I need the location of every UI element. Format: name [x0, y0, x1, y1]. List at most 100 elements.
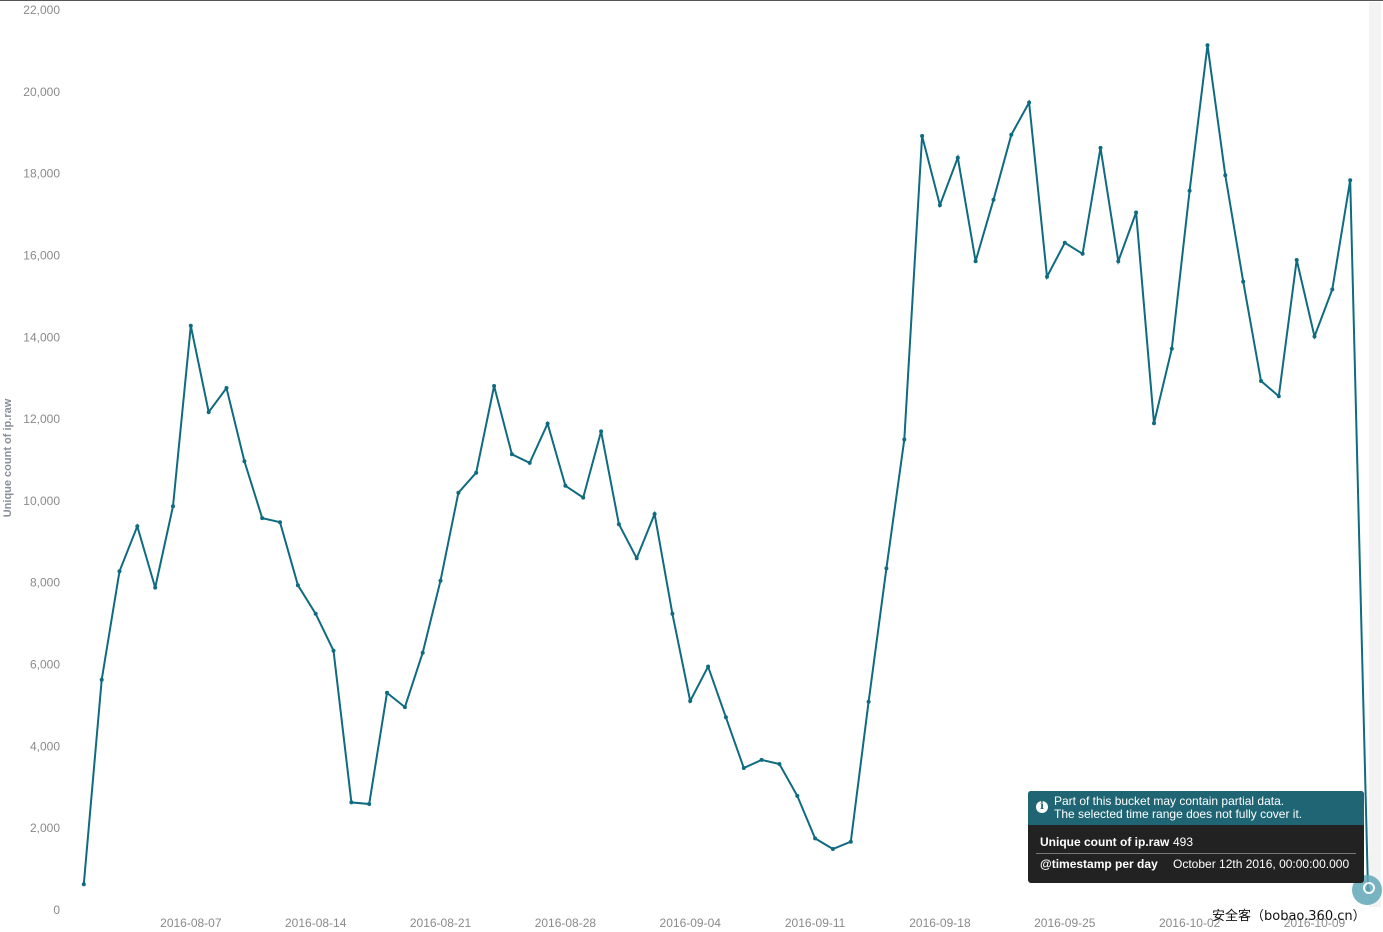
data-point[interactable]: [1152, 421, 1156, 426]
data-point[interactable]: [848, 839, 853, 844]
data-point[interactable]: [331, 648, 336, 653]
data-point[interactable]: [1027, 100, 1032, 105]
data-point[interactable]: [706, 664, 711, 669]
data-point[interactable]: [830, 847, 835, 851]
data-point[interactable]: [545, 421, 550, 426]
data-point[interactable]: [1098, 145, 1103, 150]
data-point[interactable]: [135, 524, 140, 529]
data-point[interactable]: [937, 203, 942, 208]
y-tick-label: 16,000: [23, 248, 60, 262]
watermark: 安全客（bobao.360.cn）: [1212, 909, 1366, 924]
data-point[interactable]: [420, 650, 425, 655]
y-axis-tick-labels: 0 2,000 4,000 6,000 8,000 10,000 12,000 14,000 1…: [23, 3, 60, 917]
tooltip-metric-key: Unique count of ip.raw: [1040, 835, 1170, 849]
x-tick-label: 2016-10-02: [1159, 916, 1221, 930]
y-tick-label: 22,000: [23, 3, 60, 17]
data-point[interactable]: [438, 578, 443, 583]
data-point[interactable]: [634, 556, 639, 561]
data-point[interactable]: [955, 155, 960, 160]
data-point[interactable]: [1223, 173, 1228, 178]
data-point[interactable]: [474, 470, 479, 475]
tooltip-row-timestamp: @timestamp per day October 12th 2016, 00…: [1028, 853, 1364, 875]
y-tick-label: 12,000: [23, 412, 60, 426]
data-point[interactable]: [1134, 210, 1139, 215]
data-point[interactable]: [670, 611, 675, 616]
data-point[interactable]: [402, 705, 407, 710]
data-point[interactable]: [367, 802, 372, 806]
data-point[interactable]: [920, 134, 925, 138]
data-point[interactable]: [813, 836, 818, 841]
data-point[interactable]: [1330, 287, 1335, 292]
data-point[interactable]: [902, 437, 907, 442]
data-point[interactable]: [349, 800, 354, 805]
y-tick-label: 14,000: [23, 330, 60, 344]
data-point[interactable]: [563, 483, 568, 488]
data-point[interactable]: [171, 504, 175, 509]
data-point[interactable]: [206, 410, 211, 415]
data-point[interactable]: [1045, 274, 1049, 279]
data-point[interactable]: [99, 677, 104, 682]
data-point[interactable]: [313, 611, 318, 616]
data-point[interactable]: [117, 569, 122, 574]
data-point[interactable]: [688, 699, 693, 703]
x-tick-label: 2016-08-14: [285, 916, 347, 930]
data-point[interactable]: [741, 766, 746, 770]
tooltip-divider: [1036, 853, 1356, 854]
data-point[interactable]: [1312, 334, 1317, 339]
data-point[interactable]: [295, 583, 300, 588]
tooltip-timestamp-key: @timestamp per day: [1040, 857, 1158, 871]
x-tick-label: 2016-08-21: [410, 916, 472, 930]
x-tick-label: 2016-09-04: [660, 916, 722, 930]
data-point[interactable]: [1294, 258, 1299, 262]
x-tick-label: 2016-08-07: [160, 916, 222, 930]
partial-data-warning: i Part of this bucket may contain partia…: [1028, 791, 1364, 825]
top-border: [0, 0, 1383, 1]
data-point[interactable]: [652, 512, 657, 516]
data-point[interactable]: [1009, 132, 1014, 137]
data-point[interactable]: [509, 452, 514, 457]
x-axis-tick-labels: 2016-08-07 2016-08-14 2016-08-21 2016-08-28…: [160, 916, 1345, 930]
data-point[interactable]: [599, 429, 604, 434]
y-axis-title: Unique count of ip.raw: [2, 398, 14, 517]
data-point[interactable]: [991, 197, 996, 202]
data-point[interactable]: [1062, 240, 1067, 245]
data-point[interactable]: [260, 516, 265, 521]
data-point[interactable]: [81, 882, 86, 887]
data-point[interactable]: [1241, 279, 1246, 284]
data-point[interactable]: [1169, 346, 1174, 351]
y-tick-label: 6,000: [30, 658, 60, 672]
data-point[interactable]: [456, 490, 461, 495]
data-point[interactable]: [1187, 188, 1192, 193]
data-point[interactable]: [188, 323, 193, 328]
data-point[interactable]: [616, 522, 621, 527]
x-tick-label: 2016-09-25: [1034, 916, 1096, 930]
data-point[interactable]: [492, 384, 497, 388]
data-point[interactable]: [153, 585, 158, 590]
data-point[interactable]: [866, 699, 871, 704]
data-point[interactable]: [242, 459, 247, 464]
x-tick-label: 2016-09-11: [785, 916, 846, 930]
scrollbar-track[interactable]: [1369, 2, 1381, 907]
tooltip-timestamp-value: October 12th 2016, 00:00:00.000: [1173, 857, 1350, 871]
data-point[interactable]: [224, 386, 229, 390]
data-point[interactable]: [759, 757, 764, 762]
y-tick-label: 2,000: [30, 821, 60, 835]
data-point[interactable]: [581, 495, 586, 500]
data-point[interactable]: [1205, 43, 1210, 48]
data-point[interactable]: [1080, 251, 1085, 256]
data-point[interactable]: [278, 520, 282, 525]
data-point[interactable]: [1348, 178, 1353, 183]
data-point[interactable]: [884, 566, 889, 571]
data-point[interactable]: [527, 460, 532, 465]
data-point[interactable]: [723, 715, 728, 720]
data-point[interactable]: [777, 762, 782, 766]
y-tick-label: 10,000: [23, 494, 60, 508]
warning-text-line2: The selected time range does not fully c…: [1054, 807, 1303, 821]
data-point[interactable]: [973, 259, 978, 264]
y-tick-label: 18,000: [23, 167, 60, 181]
data-point[interactable]: [1259, 379, 1263, 383]
data-point[interactable]: [795, 793, 800, 798]
data-point[interactable]: [1116, 259, 1121, 264]
data-point[interactable]: [1276, 394, 1281, 399]
data-point[interactable]: [385, 690, 389, 695]
